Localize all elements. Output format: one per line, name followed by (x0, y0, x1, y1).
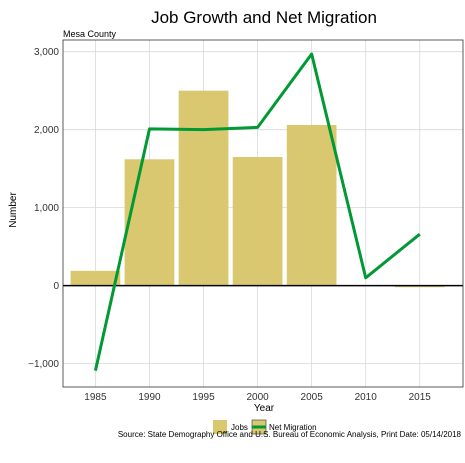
legend-label-jobs: Jobs (231, 423, 248, 432)
plot-border (62, 39, 464, 388)
x-tick-label: 1990 (138, 392, 161, 403)
jobs-bar (124, 159, 175, 286)
legend: Jobs Net Migration (213, 419, 317, 435)
y-tick-label: 3,000 (34, 47, 59, 58)
chart-caption: Source: State Demography Office and U.S.… (118, 430, 462, 439)
y-tick-label: 2,000 (34, 125, 59, 136)
x-tick-label: 1995 (192, 392, 215, 403)
jobs-bar (70, 270, 121, 286)
y-tick-label: 1,000 (34, 203, 59, 214)
legend-label-net-migration: Net Migration (269, 423, 317, 432)
chart-title: Job Growth and Net Migration (151, 8, 377, 27)
y-tick-label: 0 (53, 281, 59, 292)
chart-subtitle: Mesa County (63, 29, 117, 39)
x-tick-label: 1985 (84, 392, 107, 403)
jobs-bar (178, 90, 229, 286)
jobs-bar (232, 156, 283, 286)
x-tick-label: 2000 (246, 392, 269, 403)
y-tick-label: −1,000 (28, 359, 59, 370)
x-axis-label: Year (254, 403, 275, 414)
y-axis-label: Number (8, 192, 19, 228)
x-tick-label: 2015 (409, 392, 432, 403)
jobs-bar (286, 124, 337, 286)
plot-area: −1,000 0 1,000 2,000 3,000 1985 1990 1995 2000 20… (28, 39, 464, 403)
x-tick-label: 2010 (355, 392, 378, 403)
x-tick-label: 2005 (301, 392, 324, 403)
legend-key-jobs (213, 420, 227, 434)
